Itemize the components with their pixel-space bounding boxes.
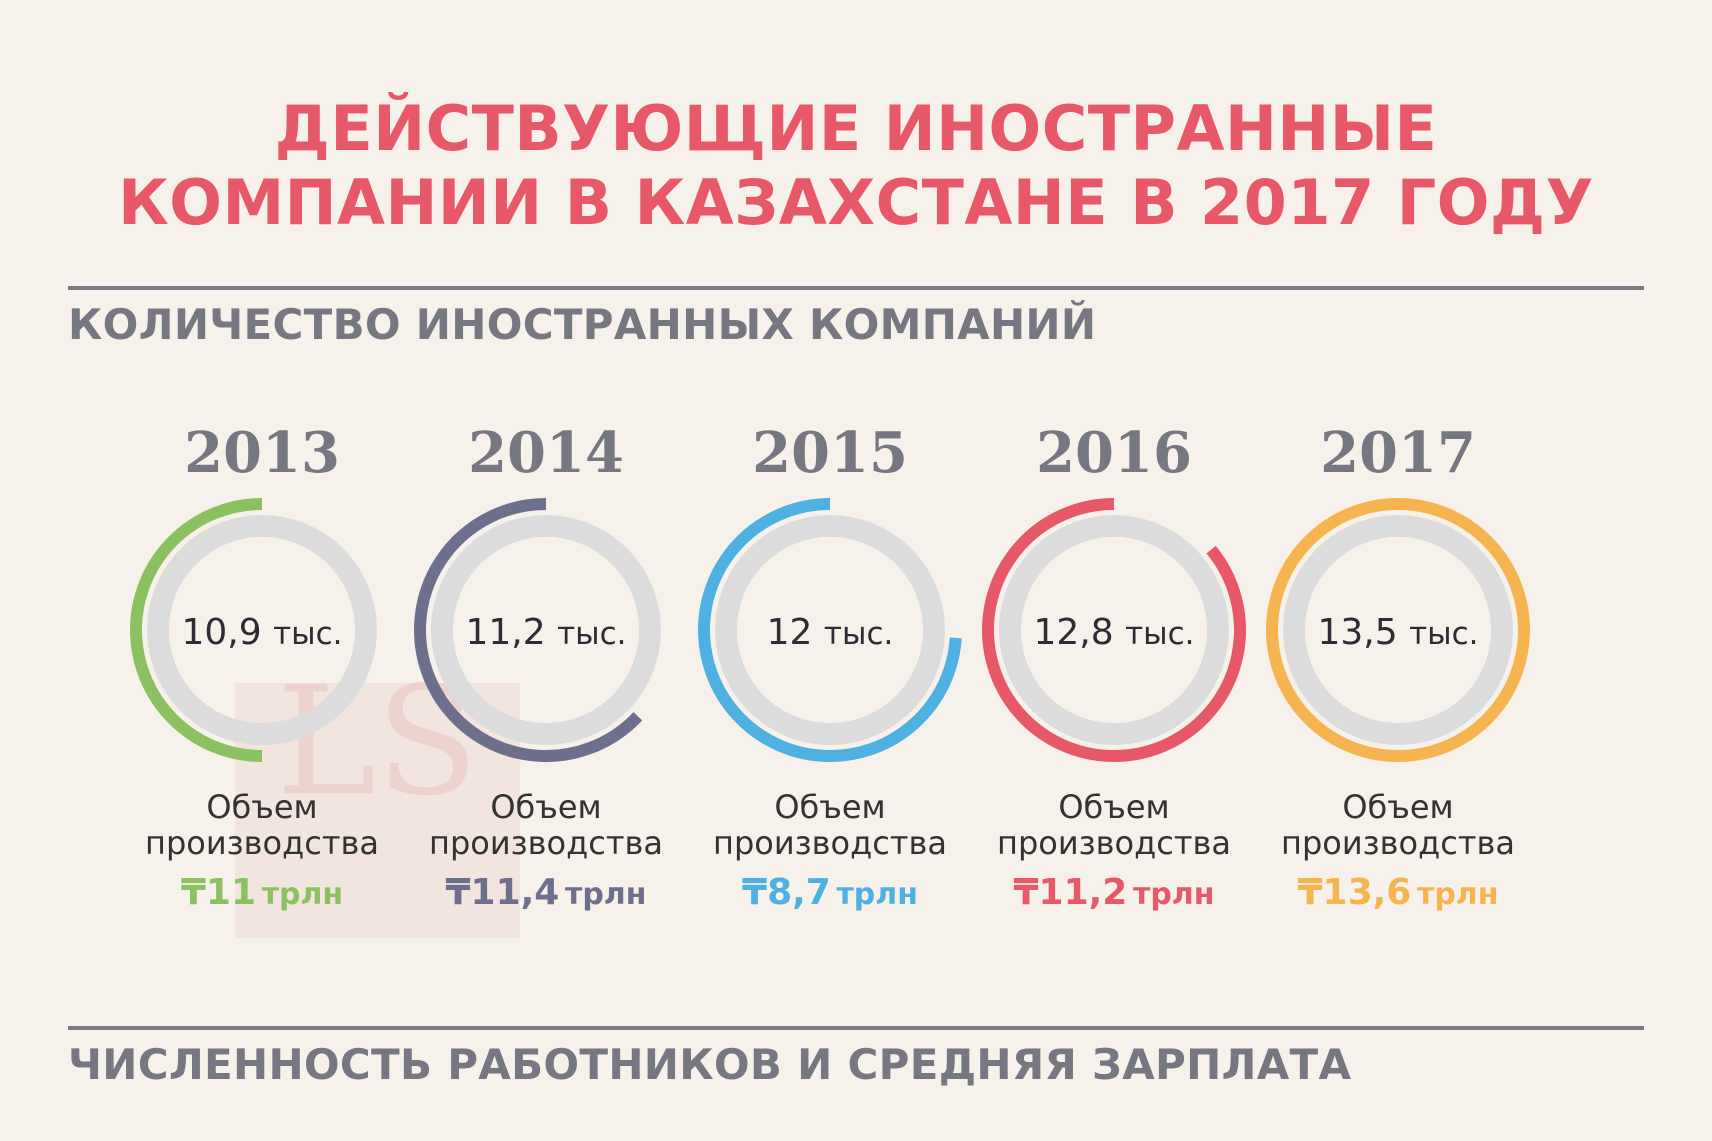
ring-arc [130,498,263,762]
production-volume-value: ₸13,6 [1297,872,1412,913]
year-label: 2017 [1320,420,1476,486]
progress-ring [1266,498,1530,762]
year-card: 2013 10,9 тыс. Объем производства ₸11 трлн [117,410,407,930]
company-count-value: 12,8 [1033,612,1114,653]
production-volume-unit: трлн [836,877,918,912]
company-count-unit: тыс. [823,616,894,652]
year-card: 2017 13,5 тыс. Объем производства ₸13,6 трлн [1253,410,1543,930]
ring-arc [414,498,643,762]
volume-label-line-2: производства [145,824,379,862]
section-title-companies: КОЛИЧЕСТВО ИНОСТРАННЫХ КОМПАНИЙ [68,300,1097,349]
company-count: 12,8 тыс. [969,612,1259,653]
ring-track [147,515,377,745]
company-count-value: 12 [766,612,813,653]
company-count-unit: тыс. [273,616,343,652]
company-count: 12 тыс. [685,612,975,653]
volume-label-line-2: производства [997,824,1231,862]
production-volume-value: ₸11,2 [1013,872,1128,913]
production-volume-unit: трлн [1416,877,1499,912]
production-volume-value: ₸11,4 [445,872,560,913]
production-volume: ₸11,4 трлн [401,872,691,913]
volume-label-line-1: Объем [206,788,318,826]
title-line-1: ДЕЙСТВУЮЩИЕ ИНОСТРАННЫЕ [274,92,1438,165]
production-volume-unit: трлн [564,877,647,912]
progress-ring [130,498,377,762]
section-divider [68,286,1644,290]
company-count: 10,9 тыс. [117,612,407,653]
company-count-unit: тыс. [1409,616,1479,652]
production-volume-unit: трлн [1132,877,1215,912]
volume-label-line-1: Объем [490,788,602,826]
year-label: 2016 [1036,420,1192,486]
progress-ring [698,498,962,762]
production-volume-value: ₸8,7 [742,872,831,913]
ring-arc [698,498,962,762]
title-line-2: КОМПАНИИ В КАЗАХСТАНЕ В 2017 ГОДУ [118,166,1594,239]
ring-arc [982,498,1246,762]
production-volume: ₸13,6 трлн [1253,872,1543,913]
year-label: 2015 [752,420,908,486]
company-count: 11,2 тыс. [401,612,691,653]
section-title-workers: ЧИСЛЕННОСТЬ РАБОТНИКОВ И СРЕДНЯЯ ЗАРПЛАТ… [68,1040,1352,1089]
year-label: 2013 [184,420,340,486]
year-card: 2014 11,2 тыс. Объем производства ₸11,4 трлн [401,410,691,930]
company-count-unit: тыс. [557,616,627,652]
production-volume: ₸11,2 трлн [969,872,1259,913]
year-label: 2014 [468,420,624,486]
production-volume: ₸11 трлн [117,872,407,913]
ring-track [431,515,661,745]
year-card: 2015 12 тыс. Объем производства ₸8,7 трлн [685,410,975,930]
page-title: ДЕЙСТВУЮЩИЕ ИНОСТРАННЫЕ КОМПАНИИ В КАЗАХ… [0,92,1712,240]
company-count-value: 13,5 [1317,612,1398,653]
company-count-value: 11,2 [465,612,546,653]
progress-ring [414,498,661,762]
company-count-unit: тыс. [1125,616,1195,652]
production-volume: ₸8,7 трлн [685,872,975,913]
production-volume-value: ₸11 [180,872,256,913]
production-volume-unit: трлн [261,877,344,912]
ring-arc [1266,498,1530,762]
ring-track [1283,515,1513,745]
volume-label-line-1: Объем [774,788,886,826]
progress-ring [982,498,1246,762]
volume-label-line-2: производства [713,824,947,862]
volume-label-line-1: Объем [1342,788,1454,826]
company-count: 13,5 тыс. [1253,612,1543,653]
company-count-value: 10,9 [181,612,262,653]
section-divider [68,1026,1644,1030]
ring-track [715,515,945,745]
volume-label-line-2: производства [1281,824,1515,862]
volume-label-line-1: Объем [1058,788,1170,826]
ring-track [999,515,1229,745]
year-card: 2016 12,8 тыс. Объем производства ₸11,2 трлн [969,410,1259,930]
volume-label-line-2: производства [429,824,663,862]
